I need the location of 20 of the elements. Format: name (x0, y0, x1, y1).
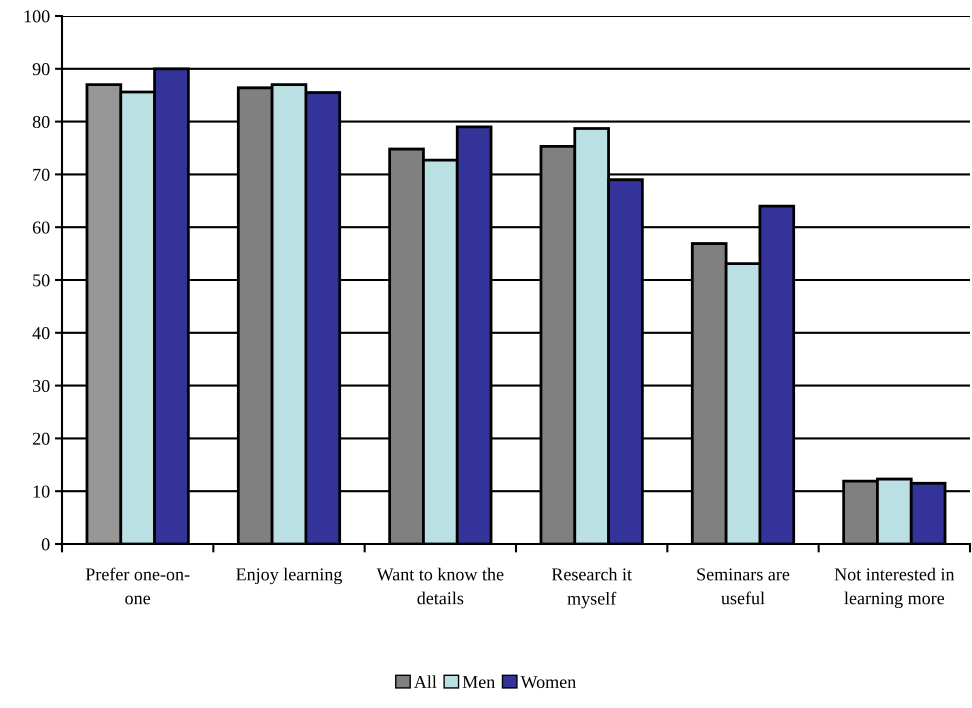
y-tick-label: 90 (32, 63, 50, 76)
x-tick-label: Not interested in learning more (834, 568, 954, 608)
y-tick-label: 30 (33, 380, 50, 392)
y-tick-label: 70 (33, 168, 50, 181)
x-tick-label: Want to know the details (376, 568, 504, 604)
y-tick-label: 80 (32, 116, 50, 128)
y-tick-label: 60 (32, 221, 50, 234)
x-tick-label: Research it myself (552, 568, 632, 608)
x-tick-label: Seminars are useful (697, 568, 790, 604)
legend-label: All (414, 675, 437, 688)
legend-label: Men (462, 676, 495, 688)
y-tick-label: 40 (32, 327, 50, 340)
y-tick-label: 0 (42, 538, 50, 550)
x-tick-label: Enjoy learning (236, 568, 342, 584)
y-tick-label: 20 (32, 432, 50, 445)
y-tick-label: 10 (34, 485, 50, 498)
y-tick-label: 100 (24, 10, 50, 22)
legend-label: Women (520, 676, 576, 688)
y-tick-label: 50 (33, 274, 50, 286)
x-tick-label: Prefer one-on-one (86, 568, 190, 604)
